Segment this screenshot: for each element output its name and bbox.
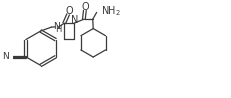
Text: N: N [54, 22, 60, 31]
Text: NH$_2$: NH$_2$ [100, 4, 121, 18]
Text: O: O [82, 2, 89, 12]
Text: N: N [71, 15, 78, 25]
Text: O: O [65, 6, 73, 16]
Text: H: H [55, 25, 61, 34]
Text: N: N [2, 52, 9, 61]
